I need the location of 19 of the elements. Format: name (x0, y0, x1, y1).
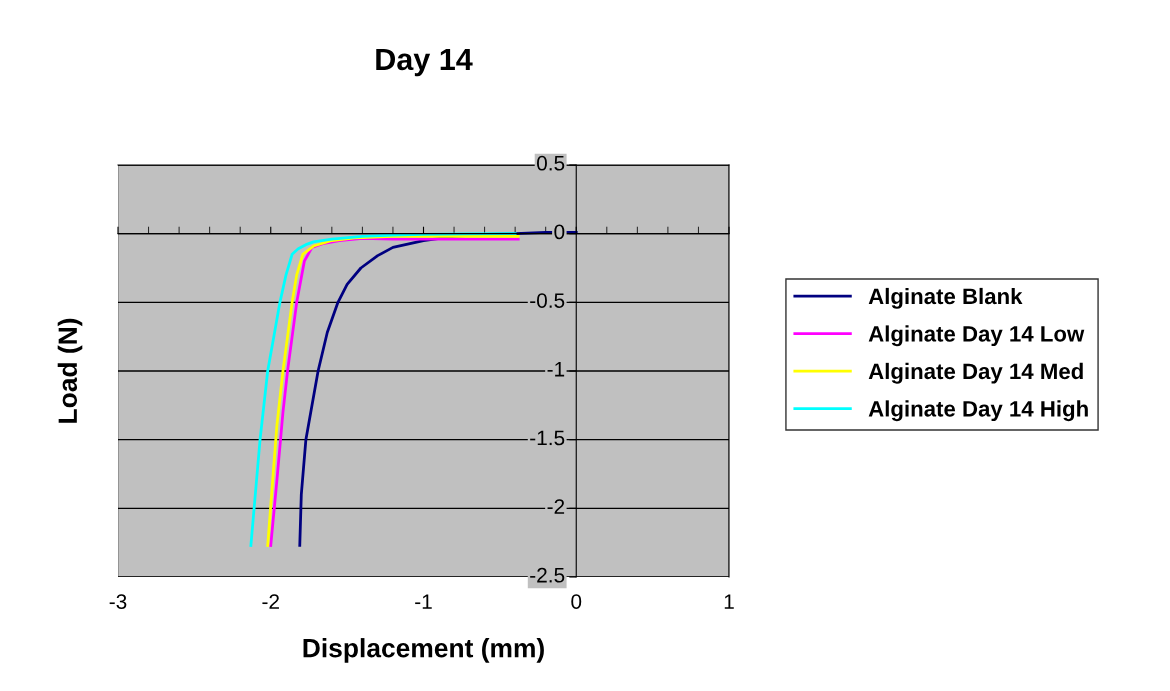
legend-label: Alginate Day 14 Low (868, 325, 1085, 347)
y-tick-label: -2.5 (530, 567, 565, 583)
x-tick-label: -2 (262, 594, 279, 609)
y-tick-label: -2 (547, 499, 565, 514)
legend-label: Alginate Blank (868, 287, 1023, 309)
x-tick-label: 1 (724, 594, 734, 609)
y-tick-label: -0.5 (530, 293, 565, 308)
x-tick-label: -1 (415, 594, 432, 609)
x-axis-title: Displacement (mm) (303, 638, 544, 663)
y-tick-label: -1.5 (530, 430, 565, 446)
y-tick-label: 0.5 (536, 155, 565, 171)
x-tick-label: 0 (571, 594, 582, 609)
y-tick-label: -1 (547, 362, 565, 377)
chart-title: Day 14 (376, 48, 473, 77)
legend-label: Alginate Day 14 Med (868, 362, 1083, 384)
y-axis-title: Load (N) (57, 318, 83, 423)
x-tick-label: -3 (109, 594, 127, 609)
y-tick-label: 0 (554, 224, 565, 240)
legend-label: Alginate Day 14 High (868, 400, 1088, 422)
